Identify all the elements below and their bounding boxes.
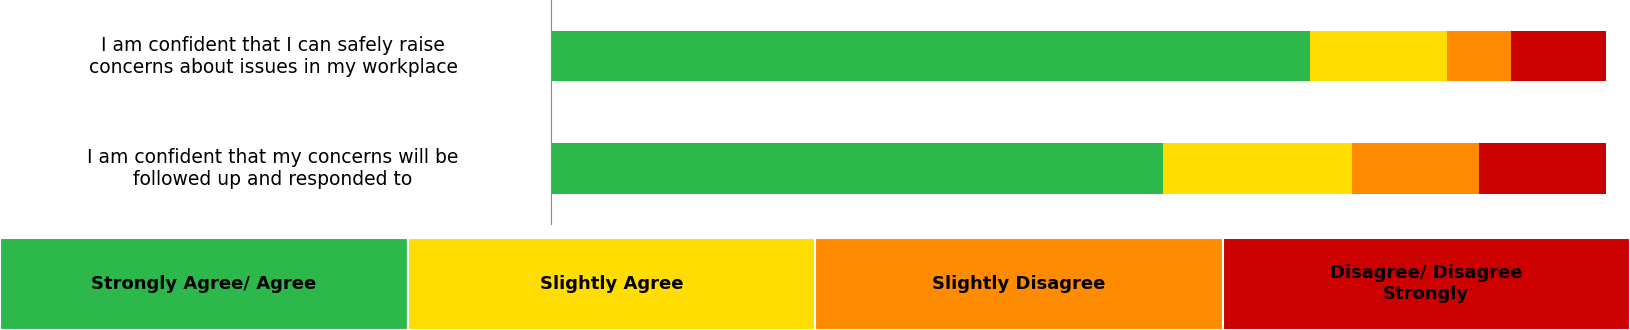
Text: Slightly Agree: Slightly Agree bbox=[540, 275, 683, 293]
FancyBboxPatch shape bbox=[0, 238, 408, 330]
Bar bbox=[1447, 31, 1511, 82]
FancyBboxPatch shape bbox=[1222, 238, 1630, 330]
Bar bbox=[551, 31, 1311, 82]
Bar bbox=[1311, 31, 1447, 82]
Text: Slightly Disagree: Slightly Disagree bbox=[932, 275, 1105, 293]
Text: I am confident that I can safely raise
concerns about issues in my workplace: I am confident that I can safely raise c… bbox=[88, 36, 458, 77]
Bar bbox=[1353, 143, 1478, 193]
FancyBboxPatch shape bbox=[815, 238, 1222, 330]
Text: Strongly Agree/ Agree: Strongly Agree/ Agree bbox=[91, 275, 316, 293]
Text: I am confident that my concerns will be
followed up and responded to: I am confident that my concerns will be … bbox=[88, 148, 458, 189]
Bar bbox=[1478, 143, 1606, 193]
Bar bbox=[1511, 31, 1606, 82]
Bar bbox=[551, 143, 1162, 193]
Text: Disagree/ Disagree
Strongly: Disagree/ Disagree Strongly bbox=[1330, 264, 1522, 303]
Bar bbox=[1162, 143, 1353, 193]
FancyBboxPatch shape bbox=[408, 238, 815, 330]
